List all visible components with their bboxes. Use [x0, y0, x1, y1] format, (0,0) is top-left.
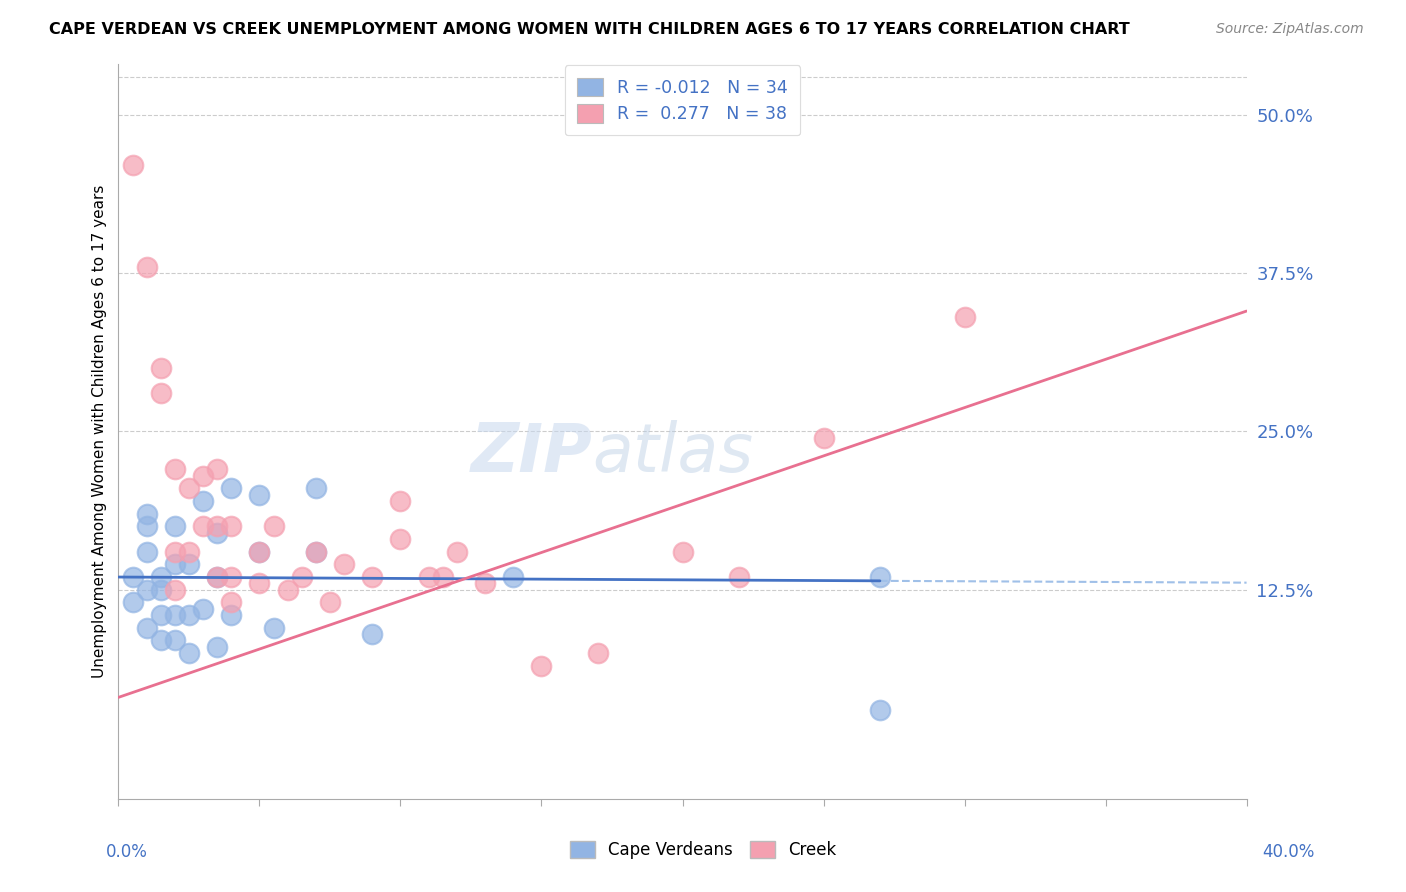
Point [205, 525, 228, 540]
Point [191, 468, 214, 483]
Point [813, 431, 835, 445]
Point [277, 582, 299, 597]
Point [219, 519, 242, 533]
Point [671, 545, 693, 559]
Point [121, 595, 143, 609]
Point [305, 482, 328, 496]
Point [418, 570, 440, 584]
Point [177, 608, 200, 623]
Point [135, 545, 157, 559]
Point [389, 494, 412, 508]
Point [205, 462, 228, 476]
Text: 0.0%: 0.0% [105, 843, 148, 861]
Point [177, 558, 200, 572]
Point [163, 608, 186, 623]
Point [291, 570, 314, 584]
Point [333, 558, 356, 572]
Point [205, 519, 228, 533]
Point [149, 570, 172, 584]
Point [149, 386, 172, 401]
Point [163, 545, 186, 559]
Point [149, 582, 172, 597]
Point [953, 310, 976, 325]
Point [586, 646, 609, 660]
Point [389, 532, 412, 546]
Point [177, 482, 200, 496]
Point [249, 576, 271, 591]
Point [474, 576, 496, 591]
Point [249, 545, 271, 559]
Point [135, 621, 157, 635]
Point [163, 558, 186, 572]
Point [530, 658, 553, 673]
Point [149, 361, 172, 376]
Point [135, 582, 157, 597]
Point [205, 570, 228, 584]
Point [135, 507, 157, 521]
Point [305, 545, 328, 559]
Point [163, 582, 186, 597]
Point [319, 595, 342, 609]
Point [191, 601, 214, 615]
Legend: Cape Verdeans, Creek: Cape Verdeans, Creek [564, 834, 842, 866]
Point [502, 570, 524, 584]
Point [149, 633, 172, 648]
Point [728, 570, 751, 584]
Point [205, 570, 228, 584]
Point [869, 570, 891, 584]
Text: ZIP: ZIP [471, 420, 592, 486]
Point [263, 621, 285, 635]
Point [249, 545, 271, 559]
Point [219, 595, 242, 609]
Point [219, 608, 242, 623]
Point [205, 640, 228, 654]
Point [121, 570, 143, 584]
Point [135, 519, 157, 533]
Point [446, 545, 468, 559]
Point [869, 703, 891, 717]
Point [177, 545, 200, 559]
Point [361, 627, 384, 641]
Point [135, 260, 157, 274]
Point [305, 545, 328, 559]
Point [219, 570, 242, 584]
Point [191, 494, 214, 508]
Legend: R = -0.012   N = 34, R =  0.277   N = 38: R = -0.012 N = 34, R = 0.277 N = 38 [565, 65, 800, 136]
Point [163, 462, 186, 476]
Point [149, 608, 172, 623]
Text: Source: ZipAtlas.com: Source: ZipAtlas.com [1216, 22, 1364, 37]
Point [191, 519, 214, 533]
Point [249, 488, 271, 502]
Point [177, 646, 200, 660]
Text: atlas: atlas [592, 420, 754, 486]
Point [163, 519, 186, 533]
Y-axis label: Unemployment Among Women with Children Ages 6 to 17 years: Unemployment Among Women with Children A… [93, 185, 107, 678]
Point [219, 482, 242, 496]
Text: 40.0%: 40.0% [1263, 843, 1315, 861]
Point [263, 519, 285, 533]
Point [361, 570, 384, 584]
Text: CAPE VERDEAN VS CREEK UNEMPLOYMENT AMONG WOMEN WITH CHILDREN AGES 6 TO 17 YEARS : CAPE VERDEAN VS CREEK UNEMPLOYMENT AMONG… [49, 22, 1130, 37]
Point [432, 570, 454, 584]
Point [121, 158, 143, 172]
Point [163, 633, 186, 648]
